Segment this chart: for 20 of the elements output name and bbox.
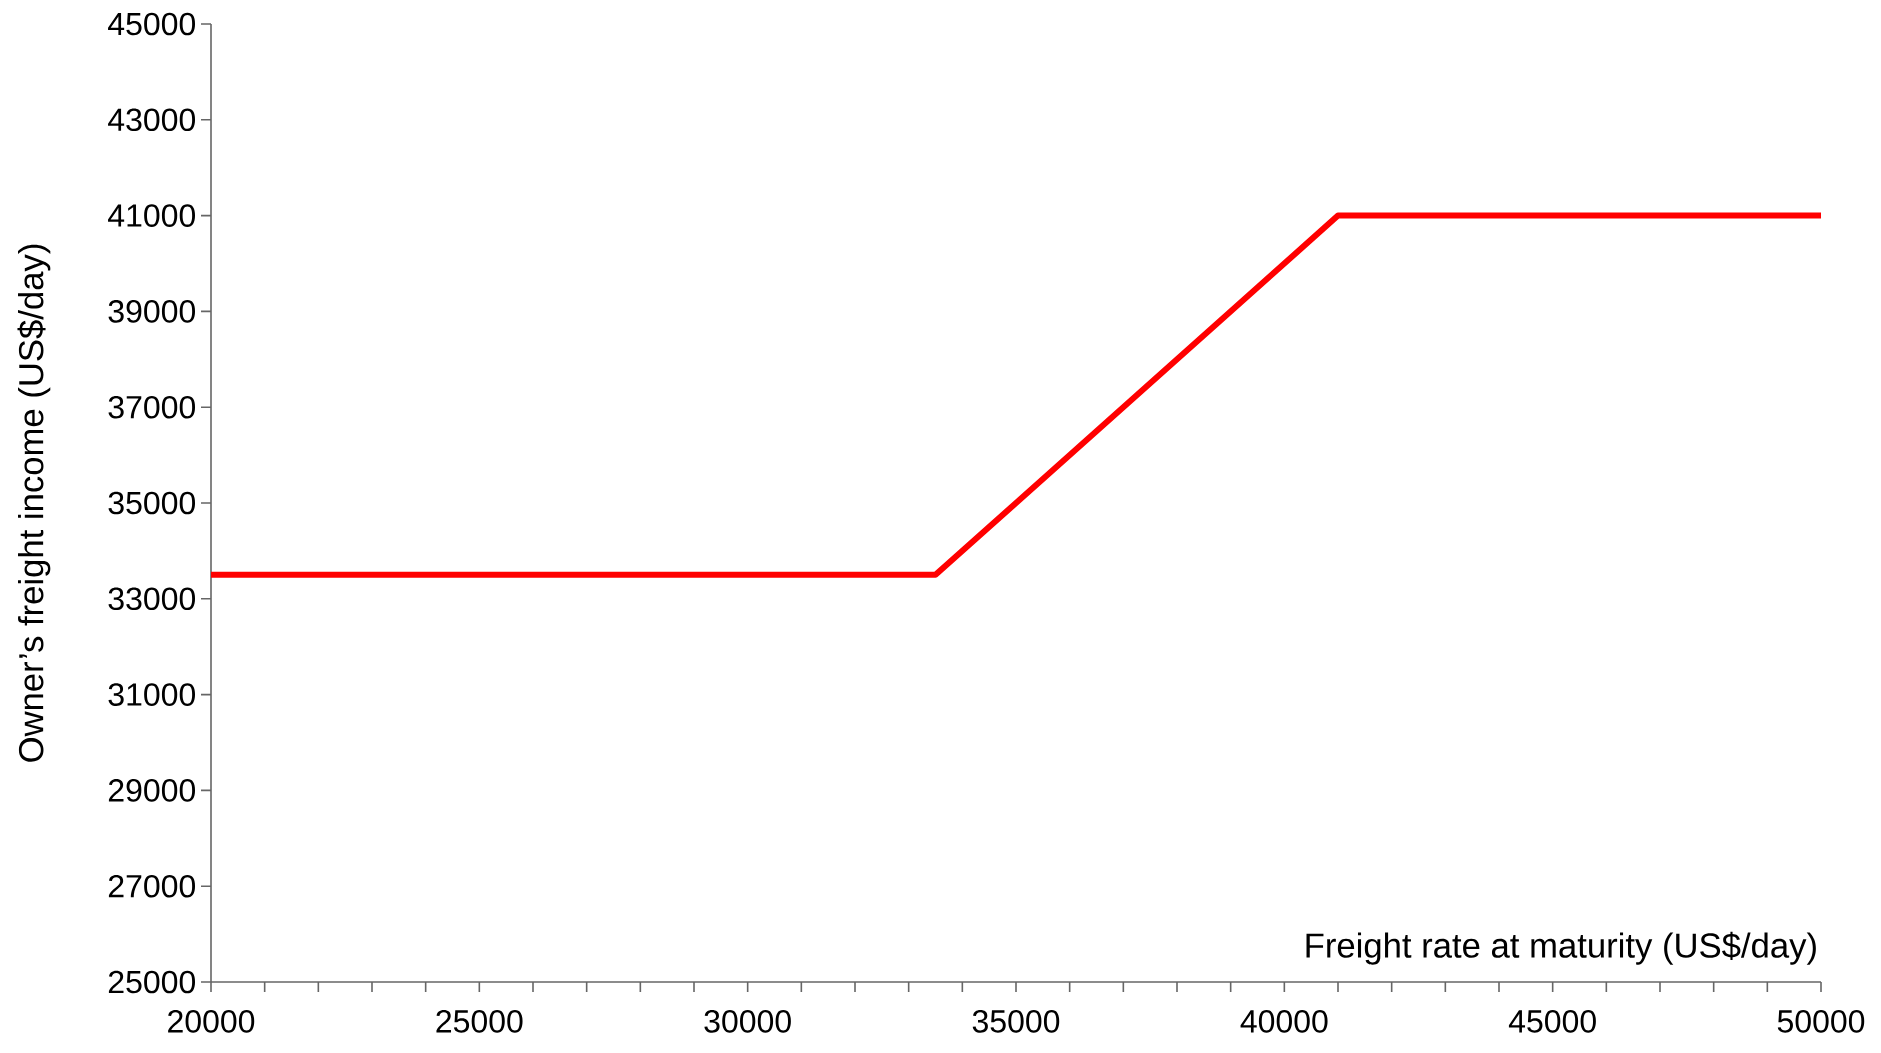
y-tick-label: 29000	[108, 779, 196, 802]
y-tick-label: 43000	[108, 108, 196, 132]
x-tick-label: 50000	[1777, 1010, 1865, 1033]
y-tick-label: 25000	[108, 970, 196, 994]
x-tick-label: 35000	[972, 1010, 1060, 1033]
x-tick-label: 40000	[1240, 1010, 1328, 1033]
x-tick-label: 45000	[1508, 1010, 1596, 1033]
x-axis-title: Freight rate at maturity (US$/day)	[1306, 931, 1816, 965]
y-axis-title: Owner’s freight income (US$/day)	[17, 244, 51, 762]
y-tick-label: 41000	[108, 204, 196, 227]
x-tick-label: 20000	[168, 1010, 255, 1033]
y-tick-label: 31000	[108, 683, 196, 706]
y-tick-label: 33000	[108, 587, 196, 611]
y-tick-label: 45000	[108, 12, 196, 36]
y-tick-label: 27000	[108, 874, 196, 898]
x-tick-label: 30000	[704, 1010, 791, 1033]
y-tick-label: 35000	[108, 491, 196, 515]
y-tick-label: 39000	[108, 300, 196, 323]
x-tick-label: 25000	[436, 1010, 523, 1033]
y-tick-label: 37000	[108, 395, 196, 419]
